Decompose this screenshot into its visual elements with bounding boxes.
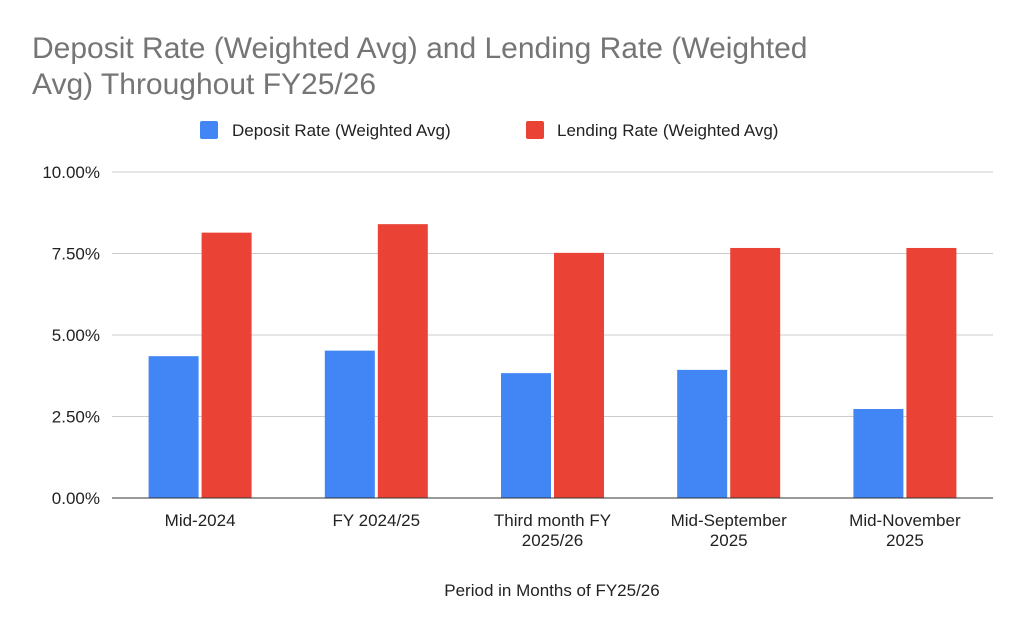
x-axis-title: Period in Months of FY25/26 <box>444 581 659 600</box>
bars <box>148 224 957 499</box>
y-tick-label: 0.00% <box>52 489 100 508</box>
bar-lending <box>554 252 604 498</box>
bar-lending <box>906 247 957 498</box>
bar-lending <box>201 232 252 499</box>
y-tick-label: 7.50% <box>52 245 100 264</box>
bar-deposit <box>501 373 551 498</box>
bar-deposit <box>148 356 199 498</box>
bar-deposit <box>853 409 904 498</box>
bar-deposit <box>324 350 375 498</box>
x-tick-label: FY 2024/25 <box>333 511 421 530</box>
y-tick-label: 10.00% <box>42 163 100 182</box>
x-tick-label: 2025/26 <box>522 531 583 550</box>
bar-lending <box>730 247 781 498</box>
x-tick-label: Third month FY <box>494 511 611 530</box>
bar-lending <box>377 224 428 498</box>
x-tick-label: 2025 <box>710 531 748 550</box>
y-tick-label: 5.00% <box>52 326 100 345</box>
legend-swatch-lending <box>526 121 544 139</box>
gridlines <box>112 171 993 417</box>
legend-label-lending: Lending Rate (Weighted Avg) <box>557 121 778 140</box>
y-tick-label: 2.50% <box>52 408 100 427</box>
legend-label-deposit: Deposit Rate (Weighted Avg) <box>232 121 451 140</box>
x-tick-label: 2025 <box>886 531 924 550</box>
chart-title-line-1: Deposit Rate (Weighted Avg) and Lending … <box>32 32 808 65</box>
chart-title-line-2: Avg) Throughout FY25/26 <box>32 68 376 101</box>
y-axis-ticks: 0.00% 2.50% 5.00% 7.50% 10.00% <box>42 163 100 508</box>
legend: Deposit Rate (Weighted Avg) Lending Rate… <box>200 121 778 140</box>
x-tick-label: Mid-November <box>849 511 961 530</box>
bar-deposit <box>677 369 728 498</box>
x-tick-label: Mid-2024 <box>165 511 236 530</box>
legend-swatch-deposit <box>200 121 218 139</box>
x-tick-label: Mid-September <box>671 511 788 530</box>
